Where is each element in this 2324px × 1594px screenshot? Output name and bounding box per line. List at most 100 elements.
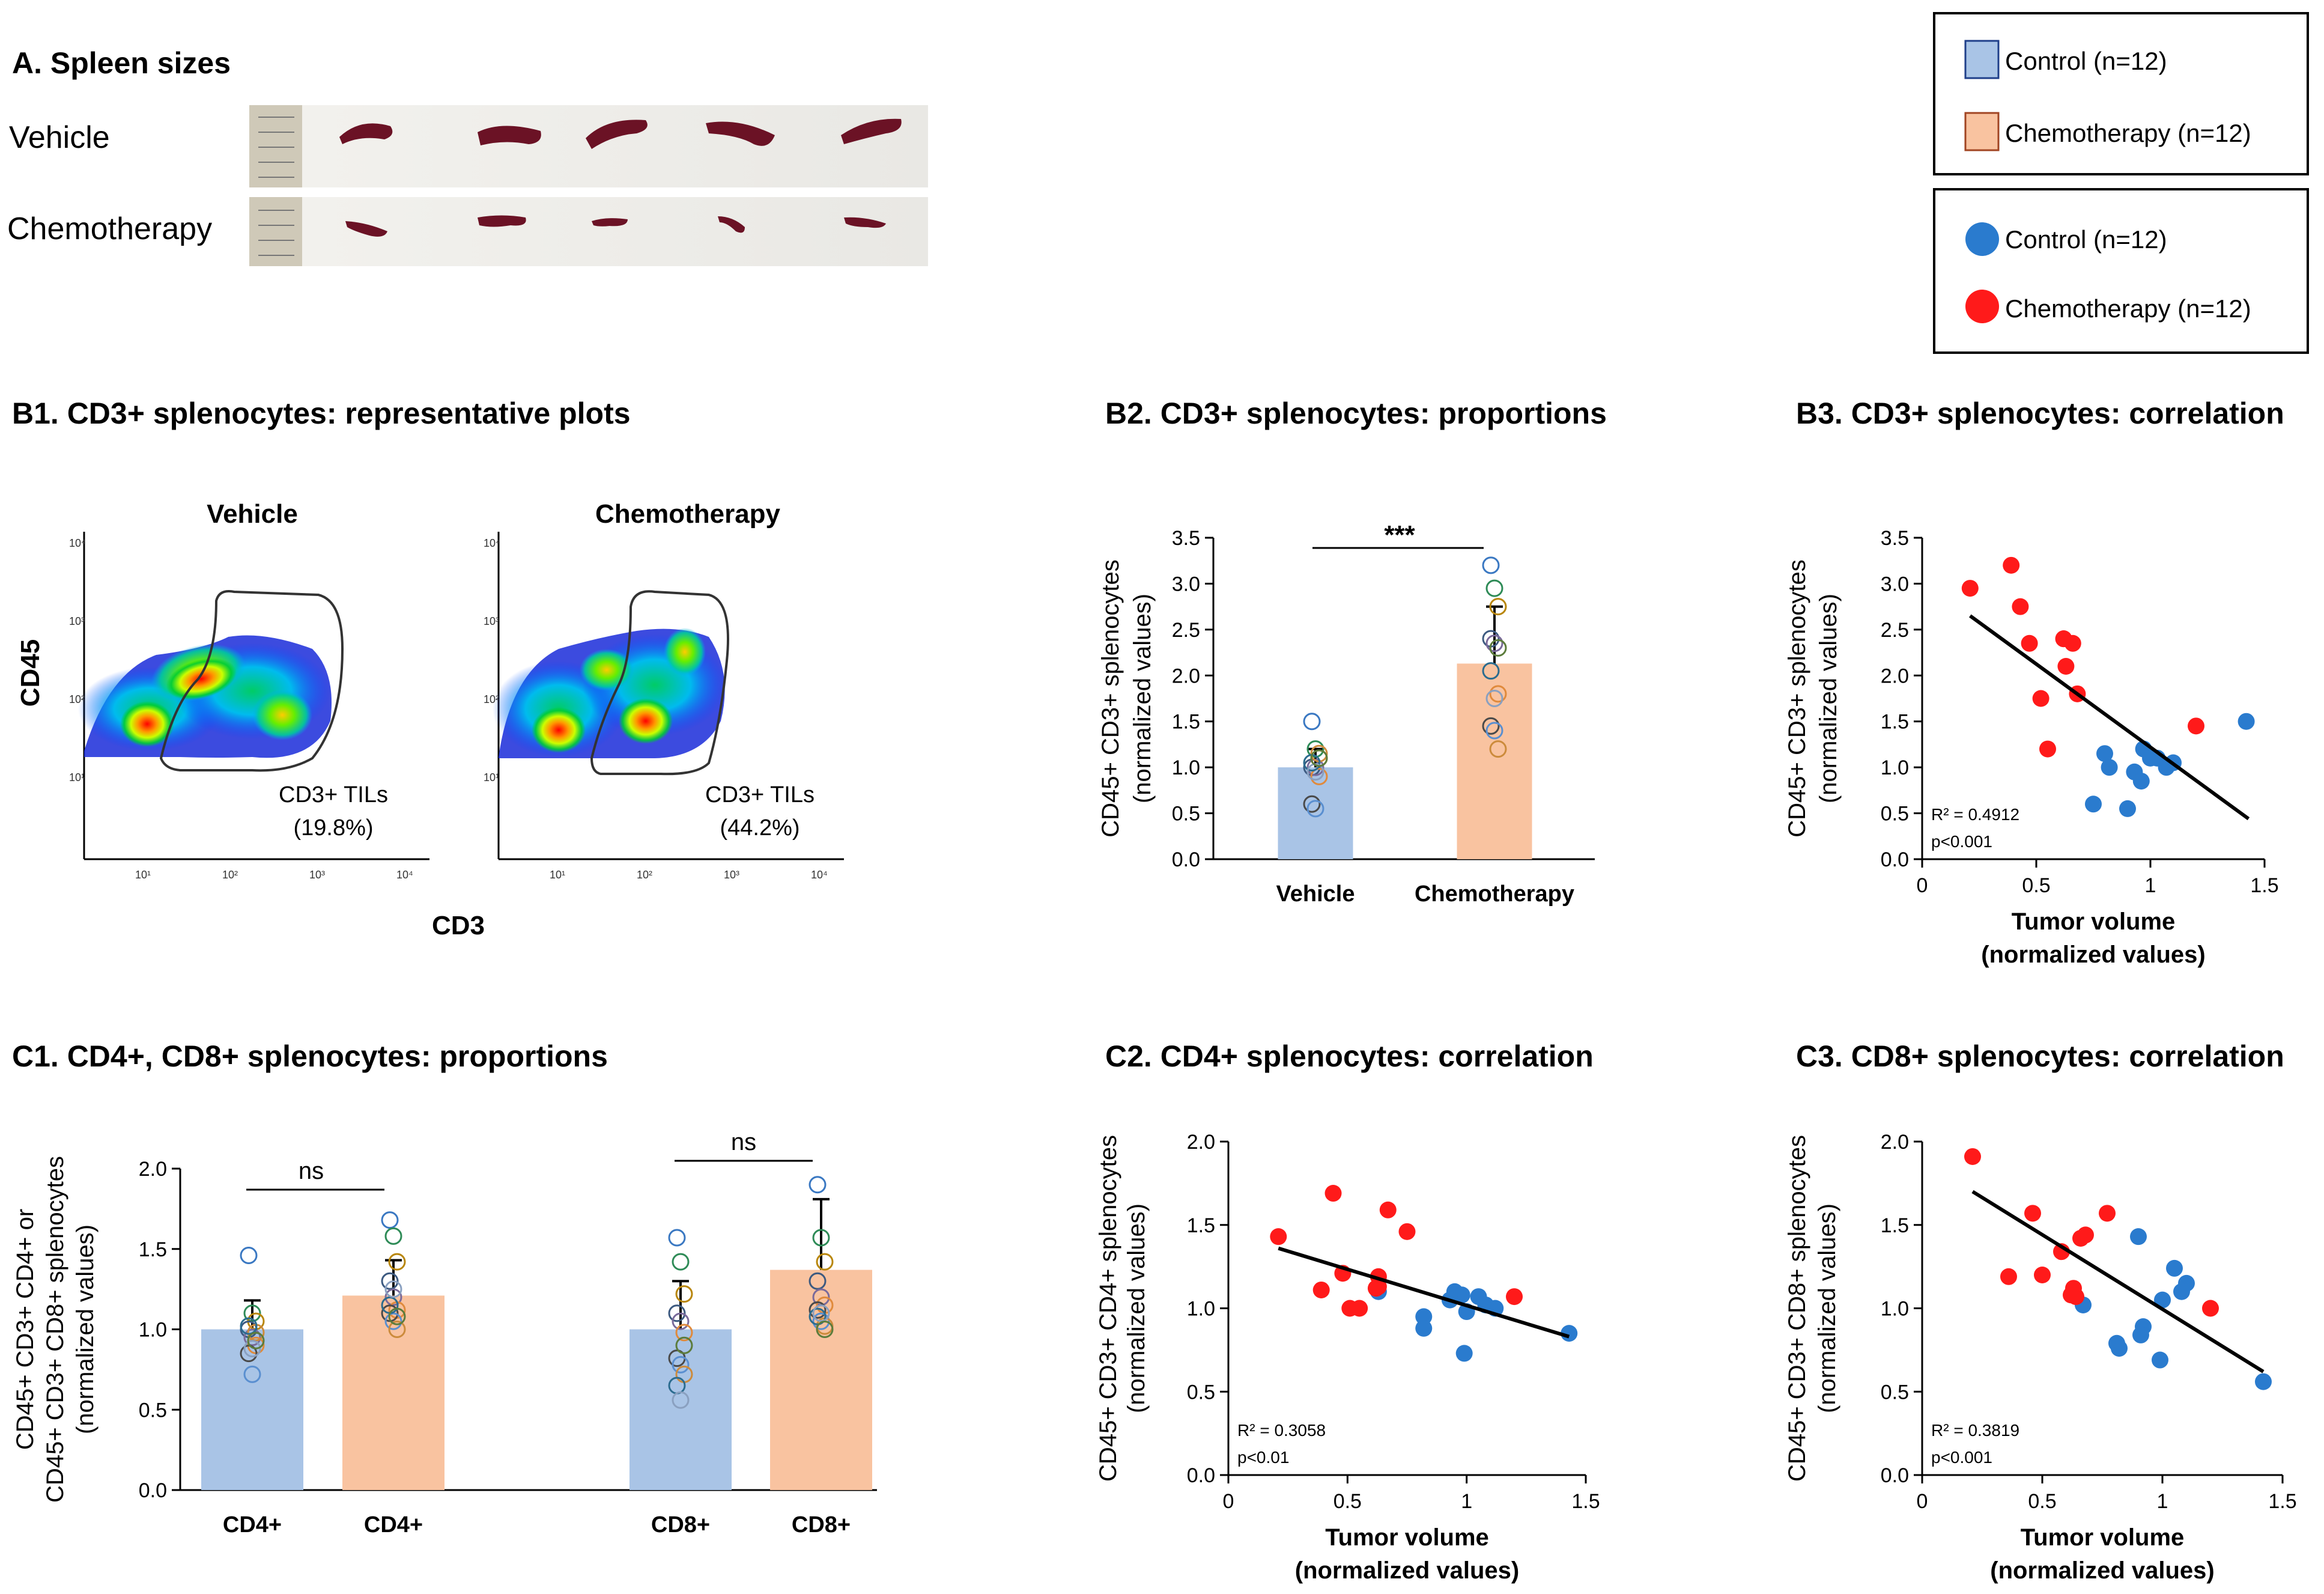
data-point xyxy=(381,1211,399,1229)
data-point xyxy=(388,1307,406,1325)
gate-value-vehicle: (19.8%) xyxy=(293,815,373,841)
y-tick-label: 0.5 xyxy=(1881,803,1909,826)
flow-tick: 10⁴ xyxy=(69,537,86,549)
flow-title-vehicle: Vehicle xyxy=(207,499,298,529)
panel-b1: B1. CD3+ splenocytes: representative plo… xyxy=(12,397,844,940)
chart-c1: C1. CD4+, CD8+ splenocytes: proportions C… xyxy=(12,1039,877,1538)
y-tick-label: 3.0 xyxy=(1172,573,1200,595)
control-point xyxy=(2132,773,2150,790)
flow-tick: 10² xyxy=(69,693,85,705)
legend-swatch-control xyxy=(1964,40,2000,79)
data-point xyxy=(381,1272,399,1290)
data-point xyxy=(672,1312,690,1330)
x-tick-label: 1.5 xyxy=(2250,874,2278,897)
ruler-icon xyxy=(249,197,302,266)
control-point xyxy=(2154,1291,2171,1309)
data-point xyxy=(809,1301,827,1319)
data-point xyxy=(240,1246,258,1264)
flow-tick: 10¹ xyxy=(135,869,151,881)
chemo-point xyxy=(1370,1278,1387,1295)
gate-label-vehicle: CD3+ TILs xyxy=(279,782,388,808)
chemo-point xyxy=(2099,1205,2116,1222)
data-point xyxy=(1303,713,1321,731)
data-point xyxy=(388,1321,406,1338)
chart-title: C2. CD4+ splenocytes: correlation xyxy=(1105,1039,1594,1073)
chemo-point xyxy=(2188,717,2204,735)
control-point xyxy=(2142,749,2159,767)
legend-dot-chemotherapy xyxy=(1965,290,1999,323)
y-tick-label: 0.5 xyxy=(1881,1381,1909,1404)
y-axis-label: (normalized values) xyxy=(1814,1203,1840,1413)
panel-a: A. Spleen sizes Vehicle Chemotherapy xyxy=(7,46,928,266)
spleen-icon xyxy=(841,118,902,144)
p-value-label: p<0.001 xyxy=(1931,1448,1992,1467)
flow-tick: 10¹ xyxy=(484,771,499,783)
chemo-point xyxy=(2024,1205,2041,1222)
data-point xyxy=(1482,717,1500,735)
row-label-chemotherapy: Chemotherapy xyxy=(7,211,212,246)
chemo-point xyxy=(2039,740,2056,758)
gate-value-chemotherapy: (44.2%) xyxy=(720,815,799,841)
control-point xyxy=(1415,1319,1433,1337)
bar xyxy=(770,1270,872,1490)
data-point xyxy=(243,1328,261,1346)
flow-tick: 10⁴ xyxy=(396,869,413,881)
y-axis-label: CD45+ CD3+ CD4+ or xyxy=(12,1209,38,1450)
y-tick-label: 2.0 xyxy=(139,1158,167,1181)
category-label: Vehicle xyxy=(1276,881,1355,907)
data-point xyxy=(240,1345,258,1363)
chemo-point xyxy=(1312,1281,1330,1298)
y-tick-label: 3.0 xyxy=(1881,573,1909,595)
y-axis-label: (normalized values) xyxy=(1123,1203,1150,1413)
data-point xyxy=(384,1280,402,1298)
category-label: Chemotherapy xyxy=(1415,881,1574,907)
y-axis-label: CD45+ CD3+ CD4+ splenocytes xyxy=(1095,1135,1121,1482)
chart-c2: C2. CD4+ splenocytes: correlation CD45+ C… xyxy=(1095,1039,1600,1584)
data-point xyxy=(812,1304,830,1322)
y-tick-label: 2.0 xyxy=(1881,1131,1909,1154)
data-point xyxy=(1306,800,1324,818)
flow-tick: 10⁴ xyxy=(484,537,500,549)
r-squared-label: R² = 0.3058 xyxy=(1237,1421,1326,1440)
data-point xyxy=(812,1312,830,1330)
y-tick-label: 2.0 xyxy=(1187,1131,1215,1154)
data-point xyxy=(1489,740,1507,758)
x-tick-label: 0.5 xyxy=(1333,1490,1362,1513)
data-point xyxy=(1489,598,1507,616)
p-value-label: p<0.001 xyxy=(1931,832,1992,851)
y-tick-label: 1.5 xyxy=(1172,711,1200,734)
spleen-icon xyxy=(844,217,886,228)
bar xyxy=(1278,767,1353,859)
data-point xyxy=(1485,579,1503,597)
flow-tick: 10¹ xyxy=(550,869,565,881)
control-point xyxy=(2238,713,2255,730)
category-label: CD8+ xyxy=(651,1512,710,1538)
flow-tick: 10⁴ xyxy=(811,869,828,881)
data-point xyxy=(668,1229,686,1247)
x-tick-label: 0.5 xyxy=(2028,1490,2056,1513)
data-point xyxy=(675,1324,693,1342)
data-point xyxy=(1310,767,1328,785)
legend-label-chemotherapy: Chemotherapy (n=12) xyxy=(2005,119,2251,147)
legend-label-control: Control (n=12) xyxy=(2005,47,2167,75)
trend-line xyxy=(1971,1190,2265,1373)
flow-title-chemotherapy: Chemotherapy xyxy=(595,499,781,529)
x-axis-label: (normalized values) xyxy=(1990,1557,2214,1584)
chart-c3: C3. CD8+ splenocytes: correlation CD45+ C… xyxy=(1784,1039,2297,1584)
chemo-point xyxy=(1506,1288,1523,1306)
y-tick-label: 1.0 xyxy=(1187,1298,1215,1321)
data-point xyxy=(1482,556,1500,574)
y-tick-label: 1.0 xyxy=(1881,1298,1909,1321)
bar xyxy=(630,1329,732,1490)
panel-a-title: A. Spleen sizes xyxy=(12,46,231,80)
trend-line xyxy=(1278,1246,1570,1339)
bar xyxy=(342,1295,444,1490)
p-value-label: p<0.01 xyxy=(1237,1448,1289,1467)
spleen-icon xyxy=(478,215,526,227)
y-tick-label: 1.0 xyxy=(139,1319,167,1342)
control-point xyxy=(2085,795,2102,813)
y-tick-label: 0.5 xyxy=(1172,803,1200,826)
x-axis-label: (normalized values) xyxy=(1981,941,2205,968)
data-point xyxy=(384,1288,402,1306)
chemo-point xyxy=(2063,1286,2080,1304)
